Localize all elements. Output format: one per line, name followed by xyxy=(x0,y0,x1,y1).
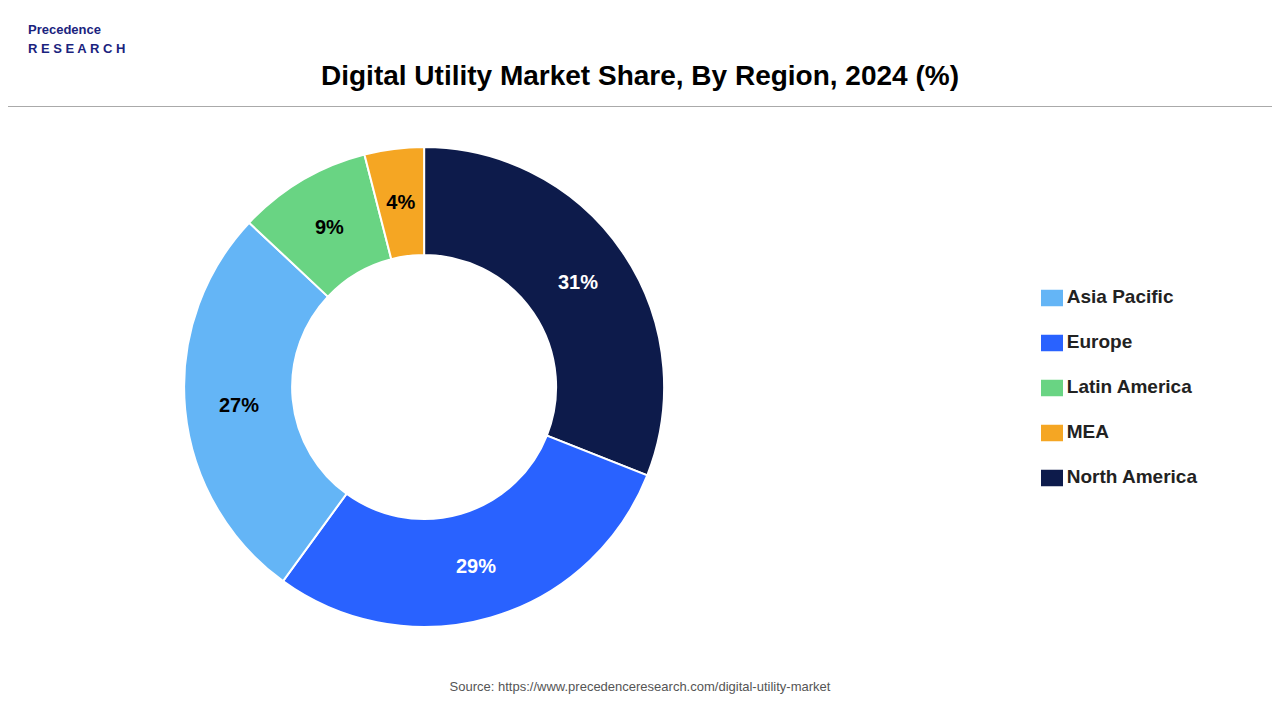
svg-text:4%: 4% xyxy=(386,191,415,213)
svg-text:31%: 31% xyxy=(558,271,598,293)
html-text:Latin America: Latin America xyxy=(1066,375,1192,397)
html-text:MEA: MEA xyxy=(1066,420,1109,442)
svg-text:29%: 29% xyxy=(456,555,496,577)
html-text:Source: https://www.precedence: Source: https://www.precedenceresearch.c… xyxy=(449,679,831,694)
html-text:Digital Utility Market Share,: Digital Utility Market Share, By Region,… xyxy=(321,60,959,91)
html-text:Europe: Europe xyxy=(1066,330,1133,352)
svg-text:27%: 27% xyxy=(219,394,259,416)
html-text:Asia Pacific: Asia Pacific xyxy=(1066,285,1174,307)
svg-text:9%: 9% xyxy=(315,216,344,238)
html-text:Precedence: Precedence xyxy=(28,22,101,37)
html-text:North America: North America xyxy=(1066,465,1197,487)
html-text:R E S E A R C H: R E S E A R C H xyxy=(28,41,126,56)
